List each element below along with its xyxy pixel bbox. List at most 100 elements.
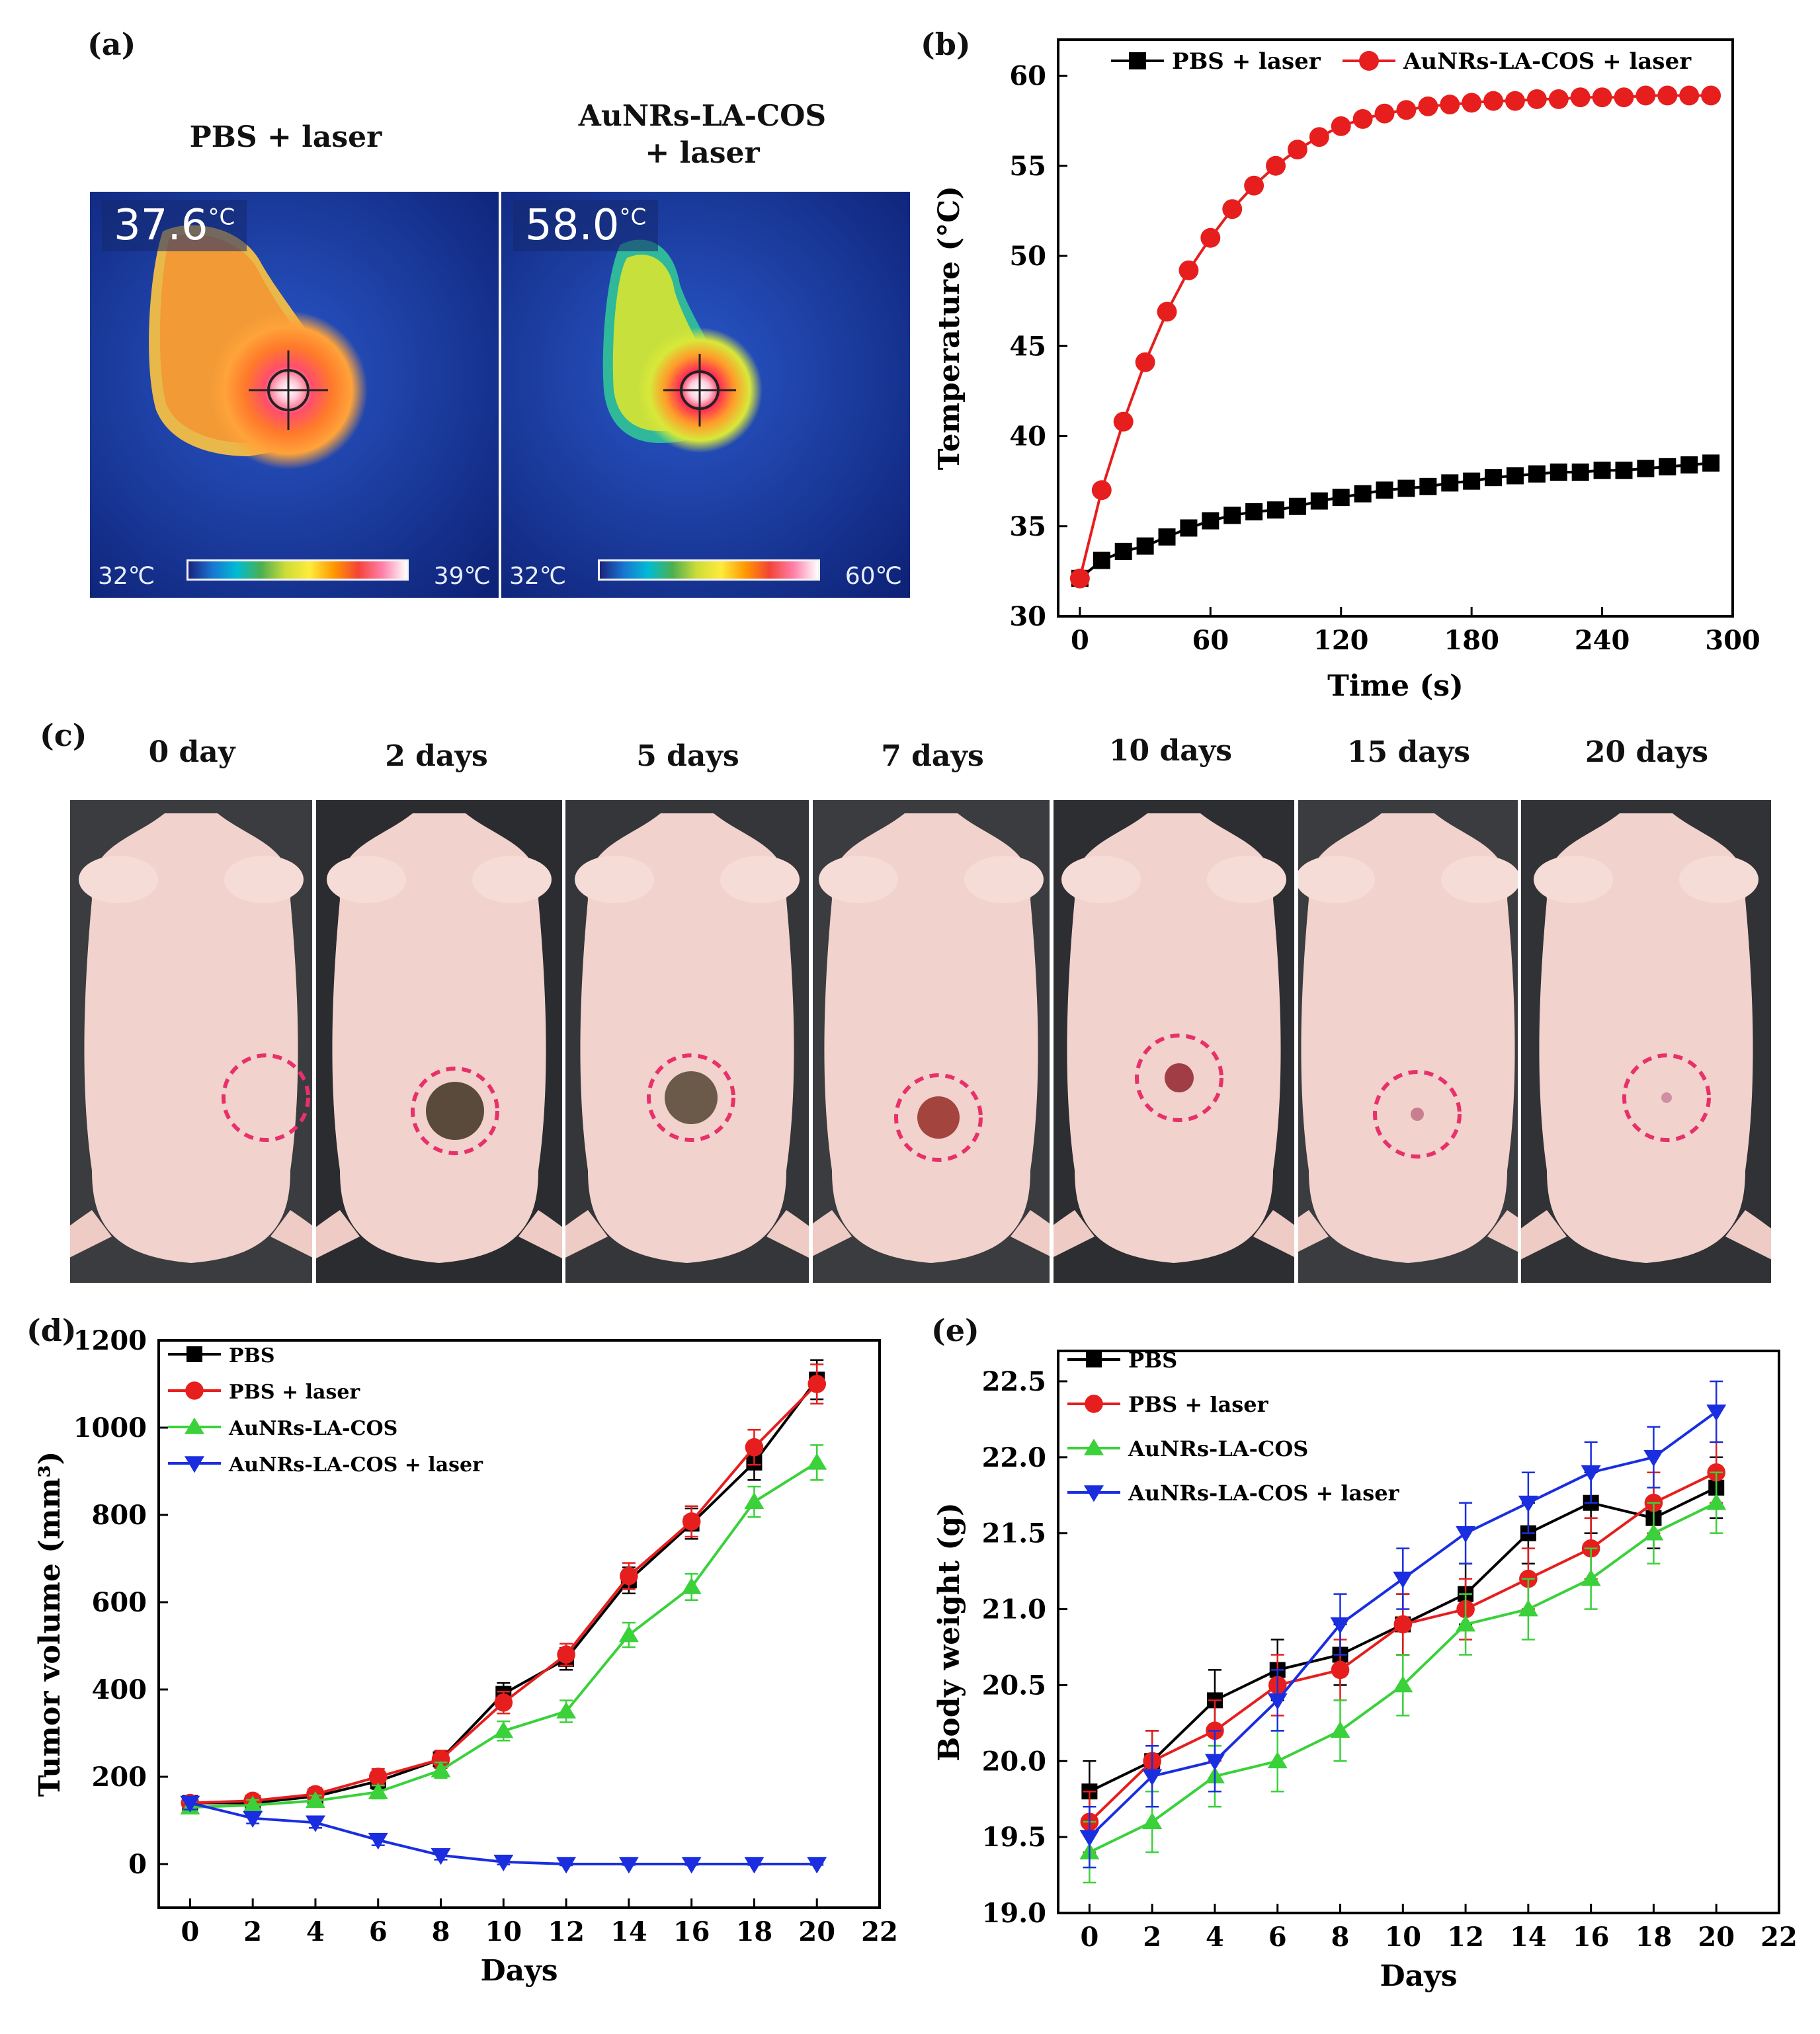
d-y-tick-label: 400 — [92, 1674, 147, 1705]
b-x-tick-label: 60 — [1192, 625, 1229, 656]
e-x-tick-label: 0 — [1080, 1922, 1098, 1953]
e-point — [1643, 1524, 1664, 1541]
e-point — [1643, 1450, 1664, 1467]
e-x-tick-label: 12 — [1447, 1922, 1484, 1953]
e-point — [1581, 1465, 1601, 1483]
b-y-tick-label: 50 — [1009, 241, 1046, 272]
b-legend: PBS + laser AuNRs-LA-COS + laser — [1111, 48, 1692, 75]
d-point — [682, 1512, 701, 1531]
mouse-leg-left — [70, 1210, 112, 1258]
d-y-tick-label: 1000 — [73, 1412, 147, 1444]
e-x-tick-label: 2 — [1143, 1922, 1161, 1953]
d-point — [618, 1625, 639, 1643]
e-point — [1706, 1404, 1727, 1422]
mouse-ear-left — [1534, 856, 1613, 903]
mouse-photo — [813, 800, 1050, 1283]
mouse-ear-right — [964, 856, 1044, 903]
b-point — [1354, 485, 1372, 503]
mouse-photo — [1521, 800, 1771, 1283]
d-point — [556, 1701, 577, 1719]
mouse-body — [1301, 813, 1515, 1263]
d-point — [807, 1453, 827, 1470]
b-point — [1310, 492, 1328, 510]
d-point — [431, 1750, 450, 1769]
e-legend: PBS PBS + laser AuNRs-LA-COS AuNRs-LA-COS +… — [1067, 1348, 1400, 1506]
d-x-tick-label: 14 — [610, 1916, 647, 1947]
b-point — [1287, 140, 1307, 160]
temperature-chart: 0 60 120 180 240 300 30 35 40 45 50 55 60 Time (s) Tem… — [932, 38, 1760, 703]
d-legend-marker-aunrs-la-cos-laser — [185, 1456, 204, 1473]
wound — [665, 1071, 718, 1124]
d-point — [431, 1760, 451, 1777]
b-point — [1244, 175, 1264, 196]
b-legend-label-aunrs-la-cos-laser: AuNRs-LA-COS + laser — [1403, 48, 1692, 75]
b-y-axis-label: Temperature (°C) — [932, 186, 966, 470]
b-y-tick-label: 60 — [1009, 61, 1046, 92]
body-weight-chart: 0 2 4 6 8 10 12 14 16 18 20 22 19.0 19.5 20.0 20.5 21.0 2… — [932, 1348, 1798, 1993]
mouse-photo-graphic — [813, 800, 1050, 1283]
b-line-pbs-laser — [1079, 462, 1712, 580]
mouse-body — [1539, 813, 1753, 1263]
b-point — [1505, 91, 1525, 111]
d-point — [243, 1795, 263, 1812]
b-point — [1157, 302, 1177, 322]
b-point — [1702, 454, 1720, 472]
day-label: 15 days — [1346, 735, 1471, 769]
b-point — [1483, 91, 1504, 111]
e-point — [1142, 1812, 1163, 1829]
b-y-tick-label: 30 — [1009, 601, 1046, 632]
e-y-tick-label: 19.0 — [982, 1898, 1046, 1929]
tumor-site-circle — [647, 1053, 735, 1142]
d-point — [493, 1854, 514, 1872]
thermal-image-pbs: 37.6°C 32℃ 39℃ — [90, 192, 499, 598]
mouse-ear-left — [79, 856, 158, 903]
d-point — [494, 1693, 513, 1712]
mouse-ear-right — [224, 856, 304, 903]
d-point — [493, 1721, 514, 1738]
b-x-tick-label: 240 — [1575, 625, 1630, 656]
d-point — [557, 1645, 575, 1664]
b-point — [1223, 507, 1241, 524]
d-series-aunrs-la-cos-laser — [180, 1795, 827, 1874]
e-legend-marker-pbs — [1086, 1352, 1102, 1367]
b-point — [1550, 464, 1567, 481]
e-point — [1706, 1493, 1727, 1510]
e-legend-marker-aunrs-la-cos-laser — [1084, 1485, 1104, 1502]
e-legend-label-pbs-laser: PBS + laser — [1128, 1392, 1269, 1417]
d-point — [745, 1438, 764, 1457]
b-point — [1570, 87, 1591, 108]
b-point — [1396, 100, 1417, 120]
tumor-site-circle — [1622, 1053, 1711, 1142]
d-point — [180, 1795, 200, 1812]
d-x-tick-label: 12 — [548, 1916, 585, 1947]
b-point — [1441, 474, 1459, 492]
mouse-photo — [565, 800, 809, 1283]
e-point — [1393, 1615, 1413, 1634]
d-x-tick-label: 22 — [861, 1916, 898, 1947]
e-axes: 0 2 4 6 8 10 12 14 16 18 20 22 19.0 19.5 20.0 20.5 21.0 2… — [982, 1366, 1798, 1953]
b-point — [1592, 87, 1612, 108]
b-point — [1418, 96, 1438, 116]
e-point — [1204, 1754, 1225, 1771]
b-point — [1267, 501, 1285, 519]
e-y-tick-label: 21.0 — [982, 1594, 1046, 1625]
b-legend-marker-pbs-laser — [1129, 52, 1146, 69]
b-point — [1374, 103, 1395, 124]
day-label: 10 days — [1108, 734, 1233, 768]
b-point — [1091, 480, 1112, 501]
e-point — [1518, 1495, 1538, 1513]
mouse-photo — [316, 800, 562, 1283]
e-point — [1393, 1571, 1413, 1588]
b-point — [1135, 352, 1155, 372]
mouse-photo-graphic — [70, 800, 312, 1283]
mouse-leg-right — [270, 1210, 312, 1258]
b-x-tick-label: 0 — [1071, 625, 1089, 656]
b-legend-marker-aunrs-la-cos-laser — [1359, 51, 1379, 71]
b-series-pbs-laser — [1071, 454, 1720, 587]
d-series-aunrs-la-cos — [180, 1444, 827, 1814]
b-point — [1419, 477, 1437, 495]
mouse-leg-right — [766, 1210, 809, 1258]
d-point — [305, 1815, 325, 1832]
e-y-tick-label: 22.5 — [982, 1366, 1046, 1397]
mouse-photo — [1054, 800, 1294, 1283]
